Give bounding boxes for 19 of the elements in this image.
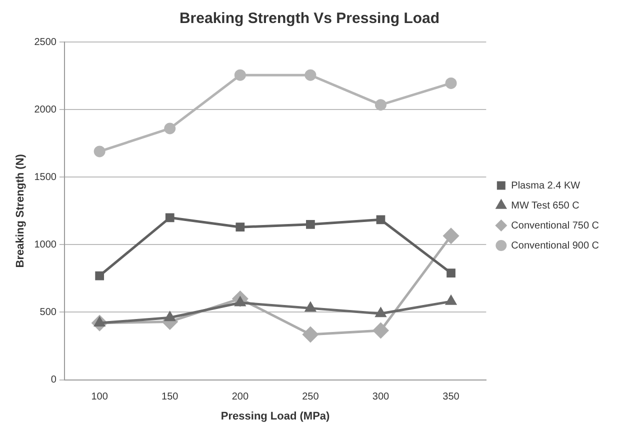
chart-title: Breaking Strength Vs Pressing Load [179,10,440,28]
y-tick-label: 0 [50,374,57,386]
y-tick-label: 500 [40,306,57,318]
y-tick-label: 1500 [34,172,57,183]
x-tick-label: 200 [232,392,249,403]
x-tick-label: 150 [162,392,179,403]
x-tick-label: 100 [91,392,108,403]
y-tick-label: 2000 [34,104,57,116]
legend-label: MW Test 650 C [511,200,580,212]
y-tick-label: 2500 [34,36,57,48]
legend-label: Conventional 750 C [511,220,600,232]
x-tick-label: 250 [302,392,320,403]
y-axis-title: Breaking Strength (N) [14,154,27,268]
x-axis-title: Pressing Load (MPa) [220,410,330,422]
legend-label: Plasma 2.4 KW [511,180,581,192]
x-tick-label: 300 [372,392,390,403]
y-tick-label: 1000 [34,239,57,250]
legend-label: Conventional 900 C [511,240,600,252]
x-tick-label: 350 [442,392,460,403]
